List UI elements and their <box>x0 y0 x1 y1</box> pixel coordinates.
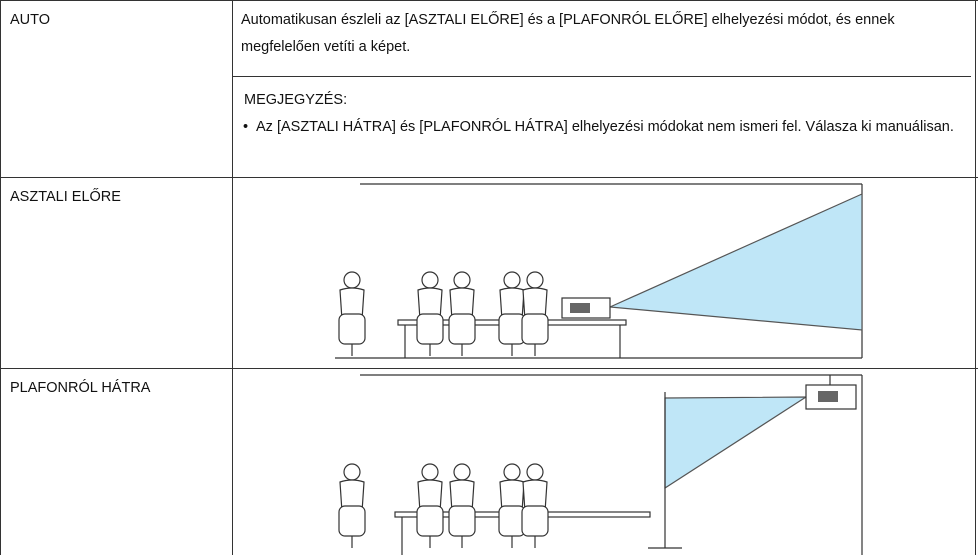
person <box>521 463 549 548</box>
person <box>338 463 366 548</box>
note-title: MEGJEGYZÉS: <box>244 92 348 108</box>
person <box>416 463 444 548</box>
chair <box>521 313 549 345</box>
table-border <box>0 0 1 555</box>
person-body <box>522 479 548 513</box>
chair <box>498 505 526 537</box>
person-head <box>453 463 471 481</box>
row-description: Automatikusan észleli az [ASZTALI ELŐRE]… <box>241 12 895 55</box>
person <box>498 271 526 356</box>
person-head <box>453 271 471 289</box>
chair <box>498 313 526 345</box>
person-head <box>343 463 361 481</box>
chair <box>416 313 444 345</box>
person-head <box>526 463 544 481</box>
row-label: PLAFONRÓL HÁTRA <box>10 380 151 396</box>
person-body <box>417 479 443 513</box>
chair <box>338 313 366 345</box>
person-body <box>417 287 443 321</box>
person <box>498 463 526 548</box>
audience <box>338 271 549 356</box>
person-body <box>339 479 365 513</box>
person-head <box>343 271 361 289</box>
chair <box>448 313 476 345</box>
ceiling-rear-diagram <box>338 374 863 555</box>
person <box>416 271 444 356</box>
person <box>448 463 476 548</box>
person-head <box>503 271 521 289</box>
note-item: Az [ASZTALI HÁTRA] és [PLAFONRÓL HÁTRA] … <box>240 114 965 141</box>
person-body <box>339 287 365 321</box>
person <box>521 271 549 356</box>
column-divider <box>232 0 233 555</box>
person-body <box>449 479 475 513</box>
row-label: ASZTALI ELŐRE <box>10 189 121 205</box>
person-body <box>522 287 548 321</box>
person-head <box>421 463 439 481</box>
person-body <box>449 287 475 321</box>
audience <box>338 463 549 548</box>
desk-front-diagram <box>335 183 863 359</box>
projector-panel <box>570 303 590 313</box>
person <box>338 271 366 356</box>
chair <box>416 505 444 537</box>
table-border <box>975 0 976 555</box>
person-head <box>503 463 521 481</box>
chair <box>338 505 366 537</box>
table-border <box>0 0 978 1</box>
projector-panel <box>818 391 838 402</box>
person-head <box>421 271 439 289</box>
row-label: AUTO <box>10 12 51 28</box>
row-divider <box>0 368 978 369</box>
projection-beam <box>664 396 809 490</box>
chair <box>448 505 476 537</box>
chair <box>521 505 549 537</box>
projection-beam <box>607 193 863 331</box>
person-head <box>526 271 544 289</box>
row-divider <box>0 177 978 178</box>
note-divider <box>233 76 971 77</box>
person <box>448 271 476 356</box>
